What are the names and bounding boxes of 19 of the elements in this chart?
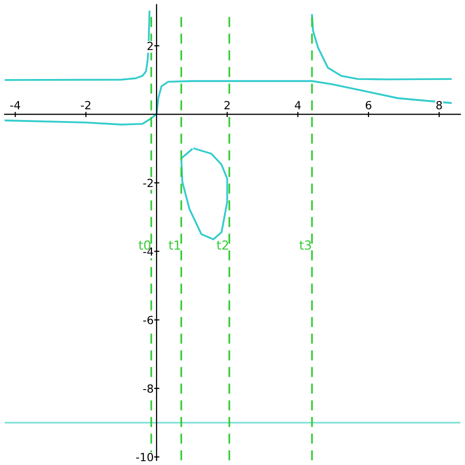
line-series: [4, 80, 452, 126]
y-tick-label: -2: [143, 178, 153, 188]
y-tick-label: -8: [143, 384, 154, 393]
ref-line-label: t3: [299, 240, 311, 250]
x-tick-label: 2: [224, 100, 230, 110]
y-tick-label: -4: [143, 247, 154, 256]
y-tick-label: -6: [143, 316, 154, 324]
ref-line-label: t1: [168, 240, 180, 250]
y-tick-label: -10: [136, 452, 154, 462]
x-tick-label: 8: [436, 100, 442, 110]
x-tick-label: -4: [10, 101, 20, 110]
x-tick-label: 4: [294, 101, 301, 110]
x-tick-label: -2: [80, 100, 90, 110]
line-series: [311, 14, 452, 80]
ref-line-label: t0: [138, 240, 150, 250]
ref-line-label: t2: [216, 240, 228, 250]
line-series: [180, 148, 228, 240]
x-tick-label: 6: [366, 100, 372, 110]
y-tick-label: 2: [148, 42, 153, 50]
